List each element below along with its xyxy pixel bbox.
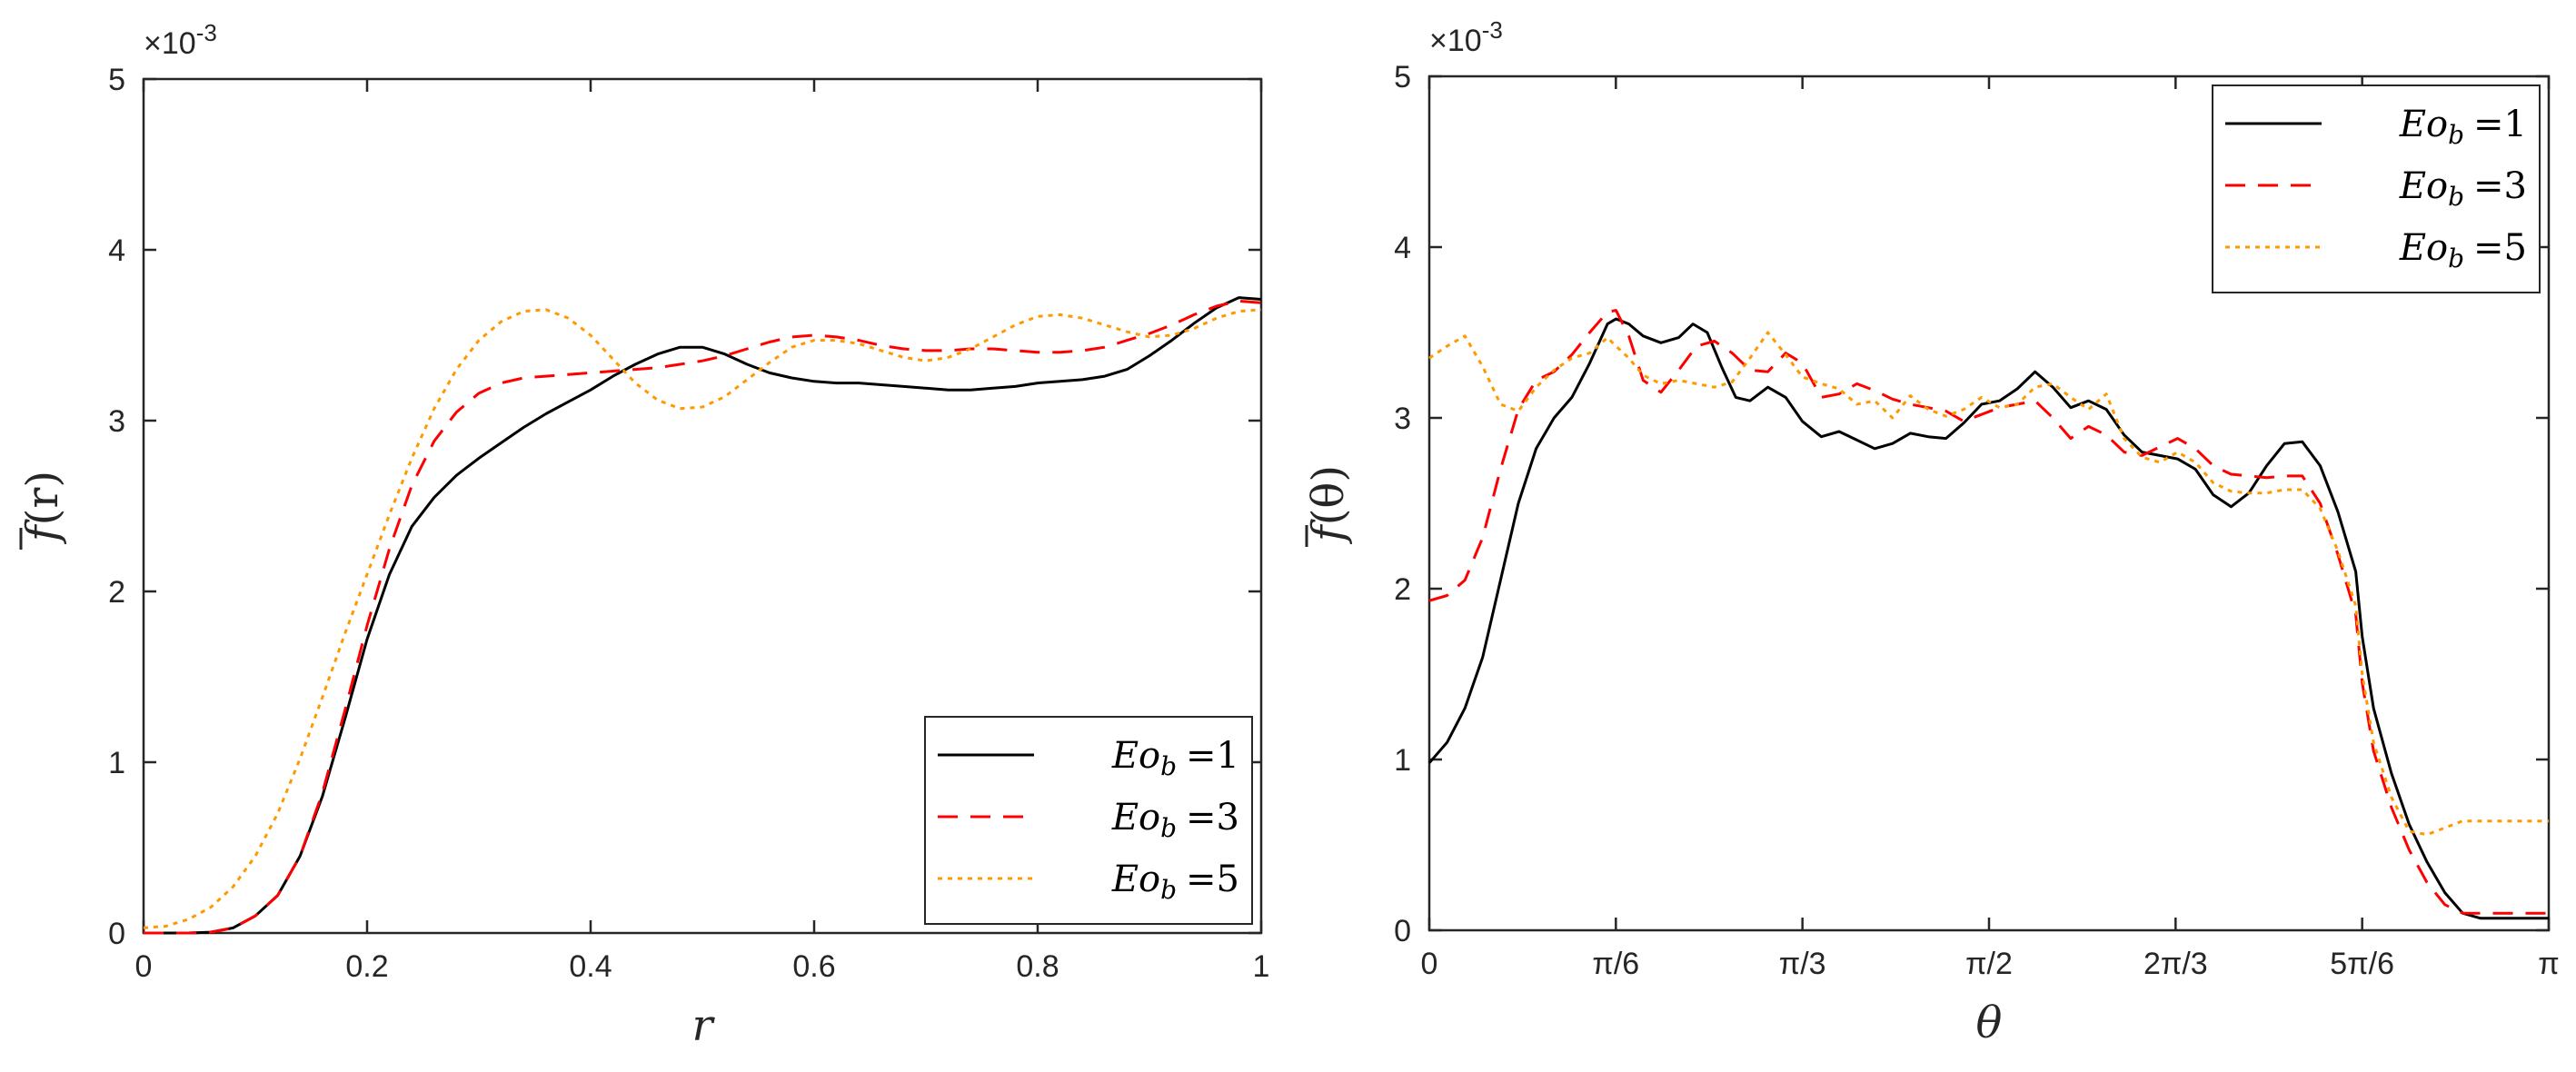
y-tick-label: 5 [1394, 60, 1411, 94]
y-tick-label: 2 [1394, 572, 1411, 607]
exponent-power: -3 [196, 19, 217, 46]
x-tick-label: π [2538, 947, 2559, 981]
x-tick-label: 5π/6 [2330, 947, 2394, 981]
x-tick-label: 0.6 [792, 949, 835, 984]
series-line-eo3 [1428, 309, 2549, 915]
y-tick-label: 1 [1394, 743, 1411, 778]
y-tick-label: 4 [108, 233, 125, 268]
legend-var: Eo [1111, 797, 1160, 839]
exponent-base: ×10 [1429, 24, 1482, 58]
legend-box [924, 716, 1253, 925]
x-axis-label: θ [1976, 998, 2003, 1048]
legend-entry-label: Eob =3 [2399, 165, 2527, 212]
axis-exponent: ×10-3 [144, 19, 217, 61]
legend-entry-label: Eob =3 [1111, 797, 1239, 843]
exponent-power: -3 [1482, 16, 1503, 44]
x-tick-label: 0.4 [569, 949, 612, 984]
y-tick-label: 0 [1394, 914, 1411, 948]
y-tick-label: 5 [108, 63, 125, 97]
legend-val: =1 [1186, 735, 1239, 777]
legend-val: =5 [1186, 859, 1239, 900]
series-line-eo1 [144, 296, 1262, 935]
legend-var: Eo [1111, 859, 1160, 900]
legend-var: Eo [2399, 104, 2448, 145]
x-tick-label: 0.8 [1016, 949, 1059, 984]
series-line-eo5 [143, 308, 1262, 929]
legend-var: Eo [2399, 227, 2448, 269]
y-tick-label: 3 [1394, 402, 1411, 436]
x-tick-label: 2π/3 [2143, 947, 2208, 981]
y-tick-label: 3 [108, 404, 125, 439]
x-tick-label: 0 [1421, 947, 1438, 981]
plot-frame [142, 77, 1263, 935]
legend-sub: b [1160, 813, 1177, 843]
x-tick-label: 0.2 [345, 949, 388, 984]
legend-sub: b [2448, 120, 2464, 150]
axis-exponent: ×10-3 [1429, 16, 1503, 58]
x-tick-label: 0 [135, 949, 153, 984]
y-tick-label: 4 [1394, 231, 1411, 265]
legend-entry-label: Eob =5 [2399, 227, 2527, 273]
y-axis-label: f(θ) [1303, 465, 1354, 547]
legend-entry-label: Eob =5 [1111, 859, 1239, 905]
legend-val: =1 [2473, 104, 2527, 145]
y-label-arg: (r) [17, 471, 68, 525]
y-label-arg: (θ) [1303, 465, 1354, 525]
legend-entry-label: Eob =1 [1111, 735, 1239, 781]
y-tick-label: 1 [108, 746, 125, 780]
legend-val: =5 [2473, 227, 2527, 269]
y-tick-label: 0 [108, 917, 125, 951]
legend-var: Eo [2399, 165, 2448, 207]
legend-entry-label: Eob =1 [2399, 104, 2527, 150]
y-tick-label: 2 [108, 575, 125, 610]
y-axis-label-text: f(r) [17, 471, 68, 544]
series-line-eo5 [1428, 331, 2549, 837]
legend-box [2212, 84, 2541, 293]
legend-val: =3 [1186, 797, 1239, 839]
legend-sub: b [2448, 243, 2464, 273]
series-line-eo3 [144, 299, 1262, 935]
legend-sub: b [1160, 875, 1177, 905]
y-axis-label-text: f(θ) [1303, 465, 1354, 544]
x-tick-label: 1 [1253, 949, 1270, 984]
y-axis-label: f(r) [17, 471, 68, 550]
exponent-base: ×10 [144, 26, 196, 61]
x-tick-label: π/6 [1592, 947, 1639, 981]
legend-val: =3 [2473, 165, 2527, 207]
x-tick-label: π/2 [1965, 947, 2013, 981]
legend-sub: b [2448, 182, 2464, 212]
legend-sub: b [1160, 751, 1177, 781]
x-axis-label: r [692, 1000, 716, 1051]
legend-var: Eo [1111, 735, 1160, 777]
series-line-eo1 [1427, 317, 2549, 920]
x-tick-label: π/3 [1779, 947, 1826, 981]
